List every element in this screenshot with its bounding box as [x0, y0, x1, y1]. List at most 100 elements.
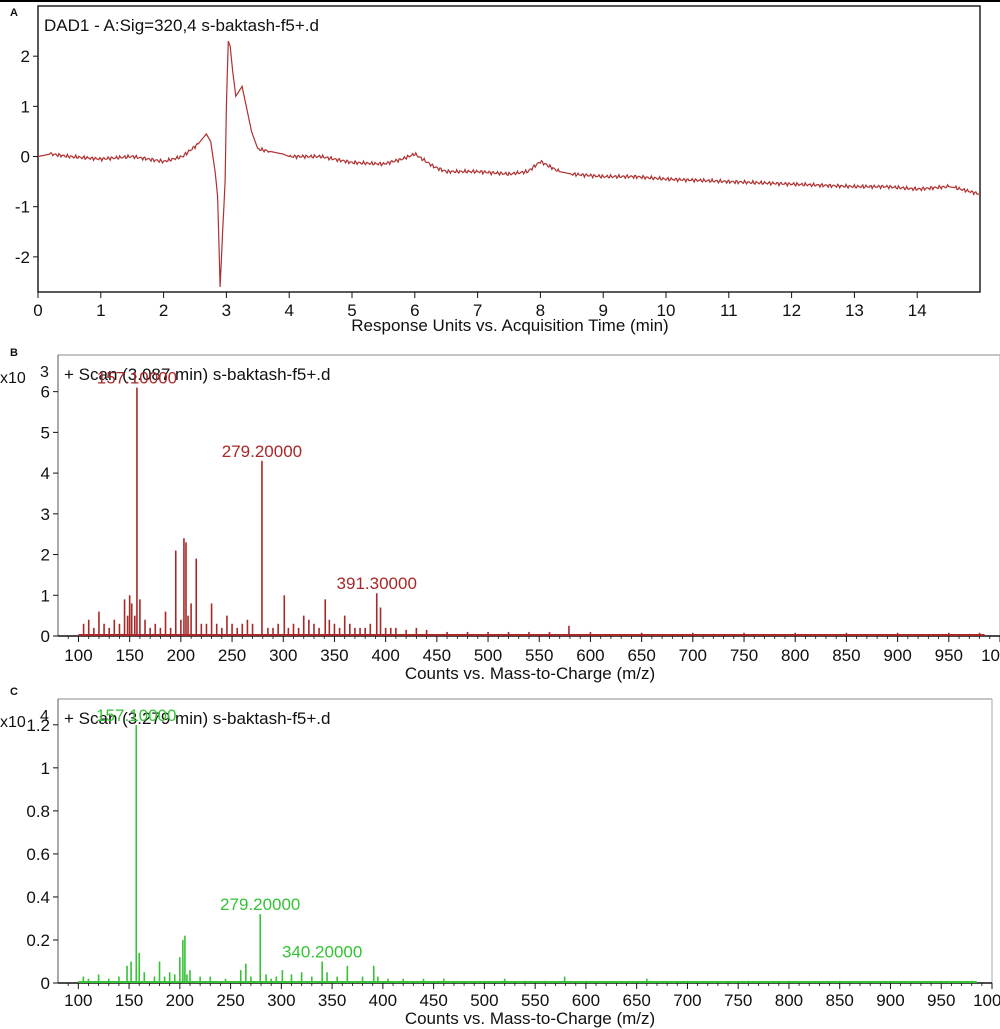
x-axis-label: Counts vs. Mass-to-Charge (m/z) [405, 664, 655, 683]
x-tick-label: 650 [627, 646, 655, 665]
x-tick-label: 250 [218, 646, 246, 665]
x-tick-label: 450 [419, 991, 447, 1010]
y-tick-label: 0 [41, 974, 50, 993]
plot-area [78, 387, 985, 636]
x-tick-label: 3 [222, 301, 231, 320]
x-tick-label: 850 [832, 646, 860, 665]
x-axis-label: Counts vs. Mass-to-Charge (m/z) [405, 1009, 655, 1028]
x-tick-label: 400 [371, 646, 399, 665]
y-multiplier-exponent: 4 [40, 708, 49, 725]
y-multiplier-label: x10 [0, 370, 26, 387]
x-tick-label: 14 [908, 301, 927, 320]
x-tick-label: 750 [724, 991, 752, 1010]
plot-area [38, 40, 980, 288]
x-tick-label: 550 [521, 991, 549, 1010]
x-tick-label: 650 [622, 991, 650, 1010]
y-tick-label: 1 [21, 97, 30, 116]
x-tick-label: 1000 [973, 991, 1000, 1010]
y-tick-label: 2 [21, 47, 30, 66]
x-tick-label: 600 [576, 646, 604, 665]
x-tick-label: 7 [473, 301, 482, 320]
x-tick-label: 300 [269, 646, 297, 665]
peak-label: 279.20000 [220, 895, 300, 914]
panel-title: + Scan (3.279 min) s-baktash-f5+.d [64, 709, 330, 728]
x-tick-label: 6 [410, 301, 419, 320]
x-tick-label: 750 [730, 646, 758, 665]
y-tick-label: 0.6 [26, 845, 50, 864]
y-multiplier-exponent: 3 [40, 364, 49, 381]
x-tick-label: 100 [64, 991, 92, 1010]
y-tick-label: 0.2 [26, 931, 50, 950]
y-tick-label: 0.4 [26, 888, 50, 907]
x-tick-label: 500 [470, 991, 498, 1010]
x-tick-label: 700 [673, 991, 701, 1010]
panel-b-mass-spectrum: 100 150 200 250 300 350 400 450 500 550 600 650 700 7… [0, 354, 1000, 683]
y-tick-label: 5 [41, 423, 50, 442]
x-tick-label: 9 [598, 301, 607, 320]
x-tick-label: 700 [679, 646, 707, 665]
panel-b-letter: B [10, 347, 18, 359]
y-tick-label: 1 [41, 586, 50, 605]
y-tick-label: 4 [41, 464, 50, 483]
y-tick-label: 1.2 [26, 716, 50, 735]
x-tick-label: 550 [525, 646, 553, 665]
x-tick-label: 800 [781, 646, 809, 665]
y-tick-label: -1 [15, 198, 30, 217]
y-tick-label: 2 [41, 546, 50, 565]
y-tick-label: 1 [41, 759, 50, 778]
x-tick-label: 500 [474, 646, 502, 665]
y-tick-label: 0 [41, 627, 50, 646]
y-multiplier-label: x10 [0, 714, 26, 731]
x-tick-label: 900 [883, 646, 911, 665]
x-tick-label: 850 [826, 991, 854, 1010]
x-tick-label: 10 [657, 301, 676, 320]
x-tick-label: 350 [318, 991, 346, 1010]
x-tick-label: 1000 [981, 646, 1000, 665]
y-tick-label: -2 [15, 248, 30, 267]
peak-label: 279.20000 [222, 442, 302, 461]
x-tick-label: 2 [159, 301, 168, 320]
y-tick-label: 3 [41, 505, 50, 524]
x-tick-label: 950 [927, 991, 955, 1010]
x-tick-label: 0 [33, 301, 42, 320]
chromatogram-trace [38, 40, 980, 288]
x-tick-label: 950 [935, 646, 963, 665]
x-tick-label: 5 [347, 301, 356, 320]
x-tick-label: 400 [369, 991, 397, 1010]
x-tick-label: 12 [782, 301, 801, 320]
plot-frame [37, 5, 981, 293]
x-tick-label: 13 [845, 301, 864, 320]
x-tick-label: 450 [423, 646, 451, 665]
peak-label: 157.10000 [97, 369, 177, 388]
x-tick-label: 600 [572, 991, 600, 1010]
x-tick-label: 250 [216, 991, 244, 1010]
x-tick-label: 8 [536, 301, 545, 320]
y-tick-label: 6 [41, 383, 50, 402]
panel-title: + Scan (3.087 min) s-baktash-f5+.d [64, 365, 330, 384]
x-tick-label: 350 [320, 646, 348, 665]
x-tick-label: 200 [166, 991, 194, 1010]
panel-c-letter: C [10, 686, 18, 698]
y-tick-label: 0 [21, 148, 30, 167]
x-tick-label: 4 [284, 301, 293, 320]
x-tick-label: 1 [96, 301, 105, 320]
x-tick-label: 800 [775, 991, 803, 1010]
plot-area [78, 724, 977, 983]
x-axis-label: Response Units vs. Acquisition Time (min… [351, 316, 668, 335]
x-tick-label: 150 [115, 991, 143, 1010]
peak-label: 157.10000 [96, 706, 176, 725]
panel-a-letter: A [10, 7, 18, 19]
peak-label: 340.20000 [282, 942, 362, 961]
x-tick-label: 300 [267, 991, 295, 1010]
x-tick-label: 900 [876, 991, 904, 1010]
x-tick-label: 100 [64, 646, 92, 665]
x-tick-label: 200 [167, 646, 195, 665]
y-tick-label: 0.8 [26, 802, 50, 821]
x-tick-label: 150 [115, 646, 143, 665]
peak-label: 391.30000 [337, 574, 417, 593]
x-tick-label: 11 [720, 301, 738, 320]
panel-title: DAD1 - A:Sig=320,4 s-baktash-f5+.d [44, 16, 319, 35]
panel-c-mass-spectrum: 100 150 200 250 300 350 400 450 500 550 600 650 700 7… [0, 698, 1000, 1028]
